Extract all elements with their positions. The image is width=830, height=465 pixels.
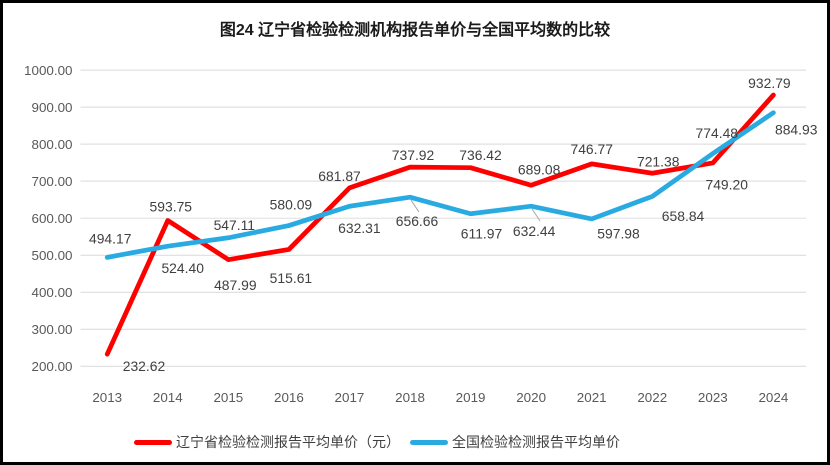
data-label-national-2019: 611.97 (461, 225, 502, 241)
x-axis-tick-label: 2015 (213, 390, 243, 405)
data-label-national-2021: 597.98 (597, 226, 640, 242)
data-label-liaoning-2020: 689.08 (518, 161, 561, 177)
y-axis-tick-label: 300.00 (32, 322, 73, 337)
data-label-liaoning-2013: 232.62 (123, 358, 165, 374)
legend-item-national: 全国检验检测报告平均单价 (410, 432, 620, 452)
data-label-national-2014: 524.40 (161, 260, 204, 276)
series-line-liaoning (104, 92, 776, 357)
series-line-national (104, 110, 776, 260)
y-axis-tick-label: 900.00 (32, 100, 73, 115)
data-label-national-2013: 494.17 (89, 231, 131, 247)
y-axis-tick-label: 500.00 (32, 248, 73, 263)
x-axis-tick-label: 2019 (456, 390, 486, 405)
data-label-national-2018: 656.66 (396, 213, 439, 229)
legend-swatch-national-line-icon (410, 439, 448, 445)
data-label-national-2017: 632.31 (338, 220, 381, 236)
chart-legend: 辽宁省检验检测报告平均单价（元） 全国检验检测报告平均单价 (3, 432, 789, 452)
y-axis-tick-label: 400.00 (32, 285, 73, 300)
data-label-national-2023: 774.48 (696, 125, 739, 141)
data-label-liaoning-2023: 749.20 (705, 177, 748, 193)
x-axis-tick-label: 2021 (577, 390, 607, 405)
data-label-liaoning-2015: 487.99 (214, 277, 257, 293)
line-chart: 1000.00 900.00 800.00 700.00 600.00 500.00 400… (24, 63, 818, 405)
data-label-national-2020: 632.44 (513, 223, 556, 239)
x-axis-tick-label: 2024 (758, 390, 788, 405)
data-label-liaoning-2021: 746.77 (570, 141, 612, 157)
x-axis-tick-label: 2022 (637, 390, 667, 405)
data-label-liaoning-2022: 721.38 (637, 153, 680, 169)
data-label-national-2024: 884.93 (775, 121, 818, 137)
legend-swatch-liaoning-line-icon (134, 439, 172, 445)
y-axis-tick-label: 700.00 (32, 174, 73, 189)
data-label-liaoning-2019: 736.42 (459, 147, 501, 163)
data-label-national-2022: 658.84 (662, 208, 705, 224)
y-axis-tick-label: 800.00 (32, 137, 73, 152)
x-axis-tick-label: 2017 (335, 390, 365, 405)
data-label-national-2016: 580.09 (270, 197, 313, 213)
y-axis-tick-label: 600.00 (32, 211, 73, 226)
data-label-liaoning-2017: 681.87 (318, 168, 360, 184)
y-axis-tick-label: 1000.00 (24, 63, 72, 78)
data-label-liaoning-2014: 593.75 (150, 199, 193, 215)
legend-label-liaoning: 辽宁省检验检测报告平均单价（元） (176, 434, 400, 450)
data-label-liaoning-2016: 515.61 (270, 270, 313, 286)
x-axis-tick-label: 2013 (92, 390, 122, 405)
x-axis-tick-label: 2016 (274, 390, 304, 405)
data-label-national-2015: 547.11 (214, 217, 256, 233)
data-label-liaoning-2018: 737.92 (392, 147, 434, 163)
legend-label-national: 全国检验检测报告平均单价 (452, 434, 620, 450)
x-axis-tick-label: 2020 (516, 390, 546, 405)
legend-item-liaoning: 辽宁省检验检测报告平均单价（元） (134, 432, 400, 452)
x-axis-tick-label: 2014 (153, 390, 183, 405)
chart-title: 图24 辽宁省检验检测机构报告单价与全国平均数的比较 (219, 22, 611, 39)
y-axis-tick-label: 200.00 (32, 359, 73, 374)
x-axis-tick-label: 2023 (698, 390, 728, 405)
x-axis-tick-label: 2018 (395, 390, 425, 405)
label-leader-line (531, 208, 541, 222)
label-leader-line (410, 199, 420, 213)
data-label-liaoning-2024: 932.79 (748, 75, 791, 91)
